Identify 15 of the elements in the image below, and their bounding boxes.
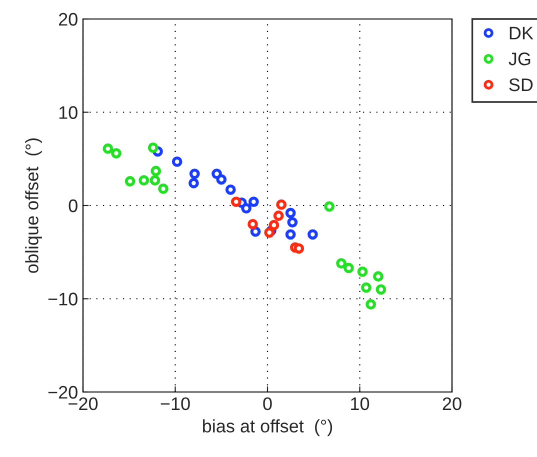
x-axis-title: bias at offset (°)	[203, 419, 332, 436]
legend-label: DK	[510, 26, 534, 40]
x-tick-label: −20	[68, 397, 98, 410]
y-tick-label: −10	[48, 292, 78, 306]
y-tick-label: 20	[58, 12, 78, 26]
legend-label: SD	[509, 78, 533, 92]
y-tick-label: 0	[68, 199, 78, 212]
y-axis-title: oblique offset (°)	[25, 138, 42, 273]
x-tick-label: 10	[351, 397, 370, 410]
y-tick-label: −20	[48, 386, 78, 399]
y-tick-label: 10	[59, 106, 78, 119]
x-tick-label: −10	[160, 397, 190, 410]
legend-label: JG	[508, 52, 530, 66]
x-tick-label: 20	[442, 397, 462, 410]
x-tick-label: 0	[263, 397, 272, 410]
